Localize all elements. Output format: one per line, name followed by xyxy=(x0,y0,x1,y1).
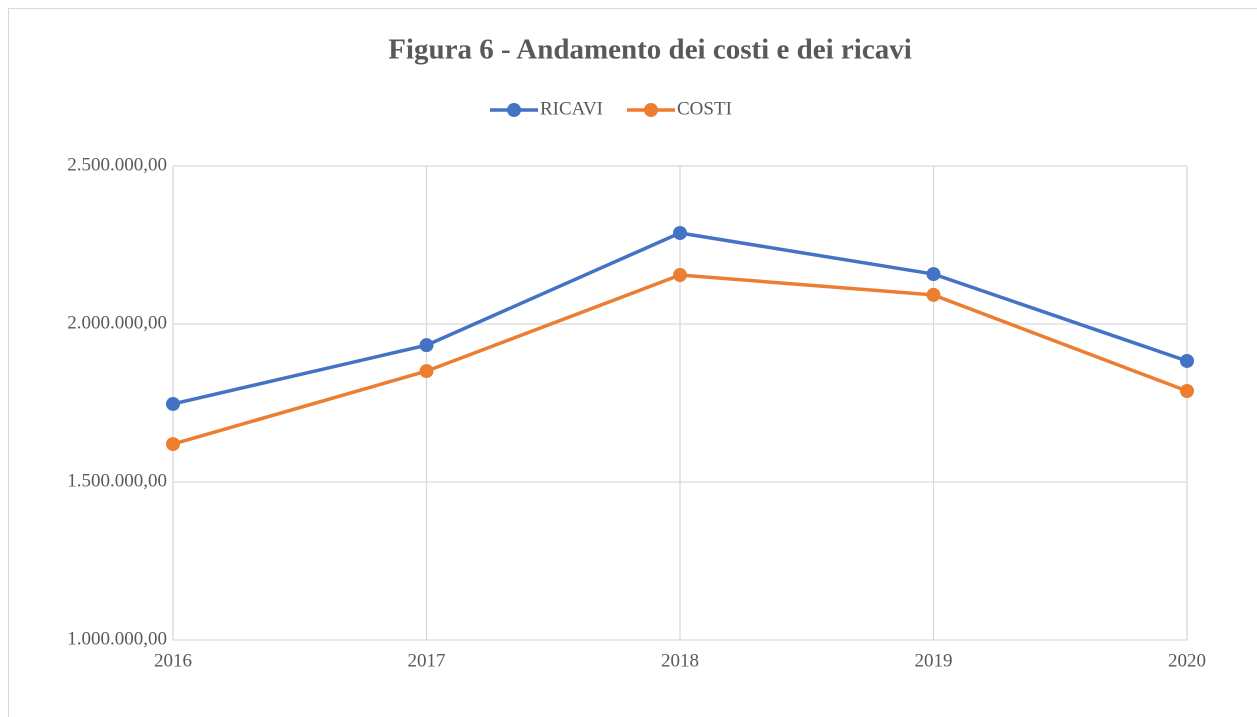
y-tick-label: 2.500.000,00 xyxy=(67,154,167,175)
data-point xyxy=(166,437,180,452)
data-point xyxy=(926,267,941,282)
legend-marker xyxy=(644,103,658,117)
legend-label: COSTI xyxy=(677,98,732,119)
data-point xyxy=(419,364,434,379)
x-tick-label: 2016 xyxy=(154,650,192,671)
data-point xyxy=(673,268,687,283)
data-point xyxy=(1180,353,1194,368)
x-tick-label: 2020 xyxy=(1168,650,1206,671)
y-tick-label: 1.500.000,00 xyxy=(67,470,167,491)
y-tick-label: 2.000.000,00 xyxy=(67,312,167,333)
data-point xyxy=(419,338,434,353)
x-tick-label: 2019 xyxy=(915,650,953,671)
legend-label: RICAVI xyxy=(540,98,603,119)
legend-marker xyxy=(507,103,521,117)
data-point xyxy=(926,287,941,302)
x-tick-label: 2017 xyxy=(408,650,446,671)
chart-border xyxy=(8,8,1257,717)
y-tick-label: 1.000.000,00 xyxy=(67,628,167,649)
x-tick-label: 2018 xyxy=(661,650,699,671)
chart-title: Figura 6 - Andamento dei costi e dei ric… xyxy=(388,34,912,66)
data-point xyxy=(1180,383,1194,398)
data-point xyxy=(673,225,687,240)
data-point xyxy=(166,396,180,411)
